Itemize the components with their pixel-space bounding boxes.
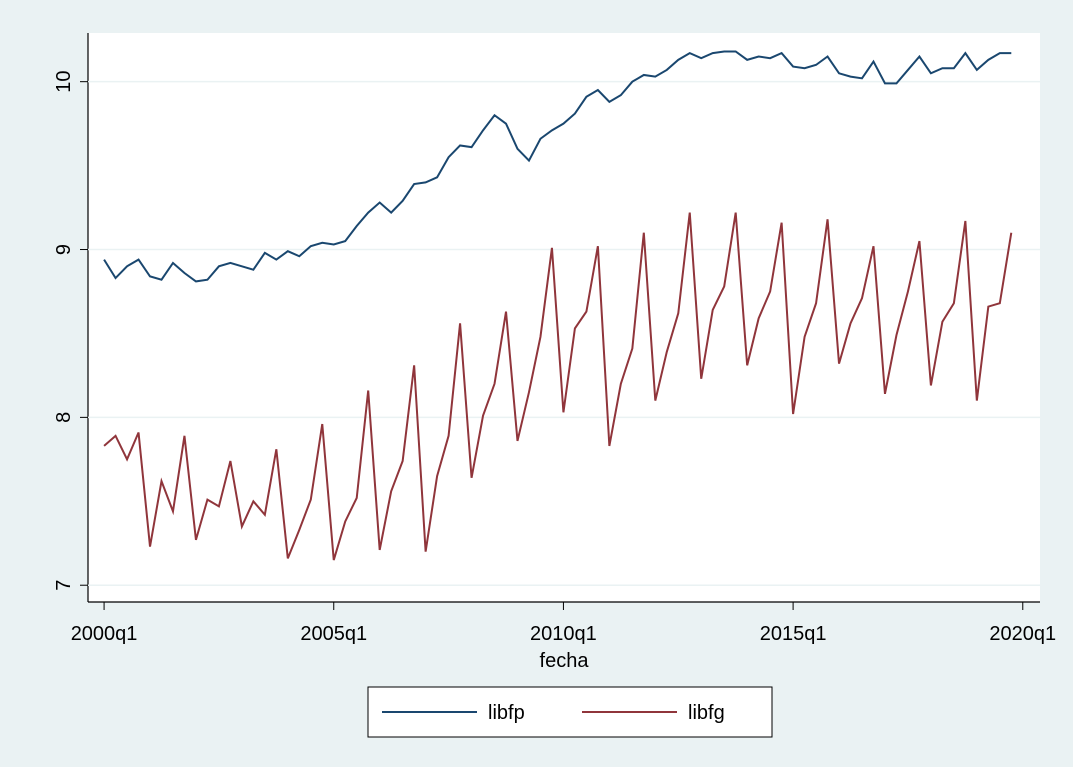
y-tick-label: 10 (53, 71, 75, 93)
x-tick-label: 2010q1 (530, 623, 597, 645)
y-tick-label: 7 (53, 580, 75, 591)
legend-label: libfg (688, 702, 725, 724)
x-tick-label: 2005q1 (300, 623, 367, 645)
y-tick-label: 8 (53, 412, 75, 423)
legend-label: libfp (488, 702, 525, 724)
x-tick-label: 2015q1 (760, 623, 827, 645)
x-tick-label: 2000q1 (71, 623, 138, 645)
y-tick-label: 9 (53, 244, 75, 255)
x-tick-label: 2020q1 (989, 623, 1056, 645)
series-line (103, 212, 1013, 561)
plot-area (88, 33, 1040, 602)
series-line (103, 50, 1012, 283)
x-axis-label: fecha (540, 650, 590, 672)
